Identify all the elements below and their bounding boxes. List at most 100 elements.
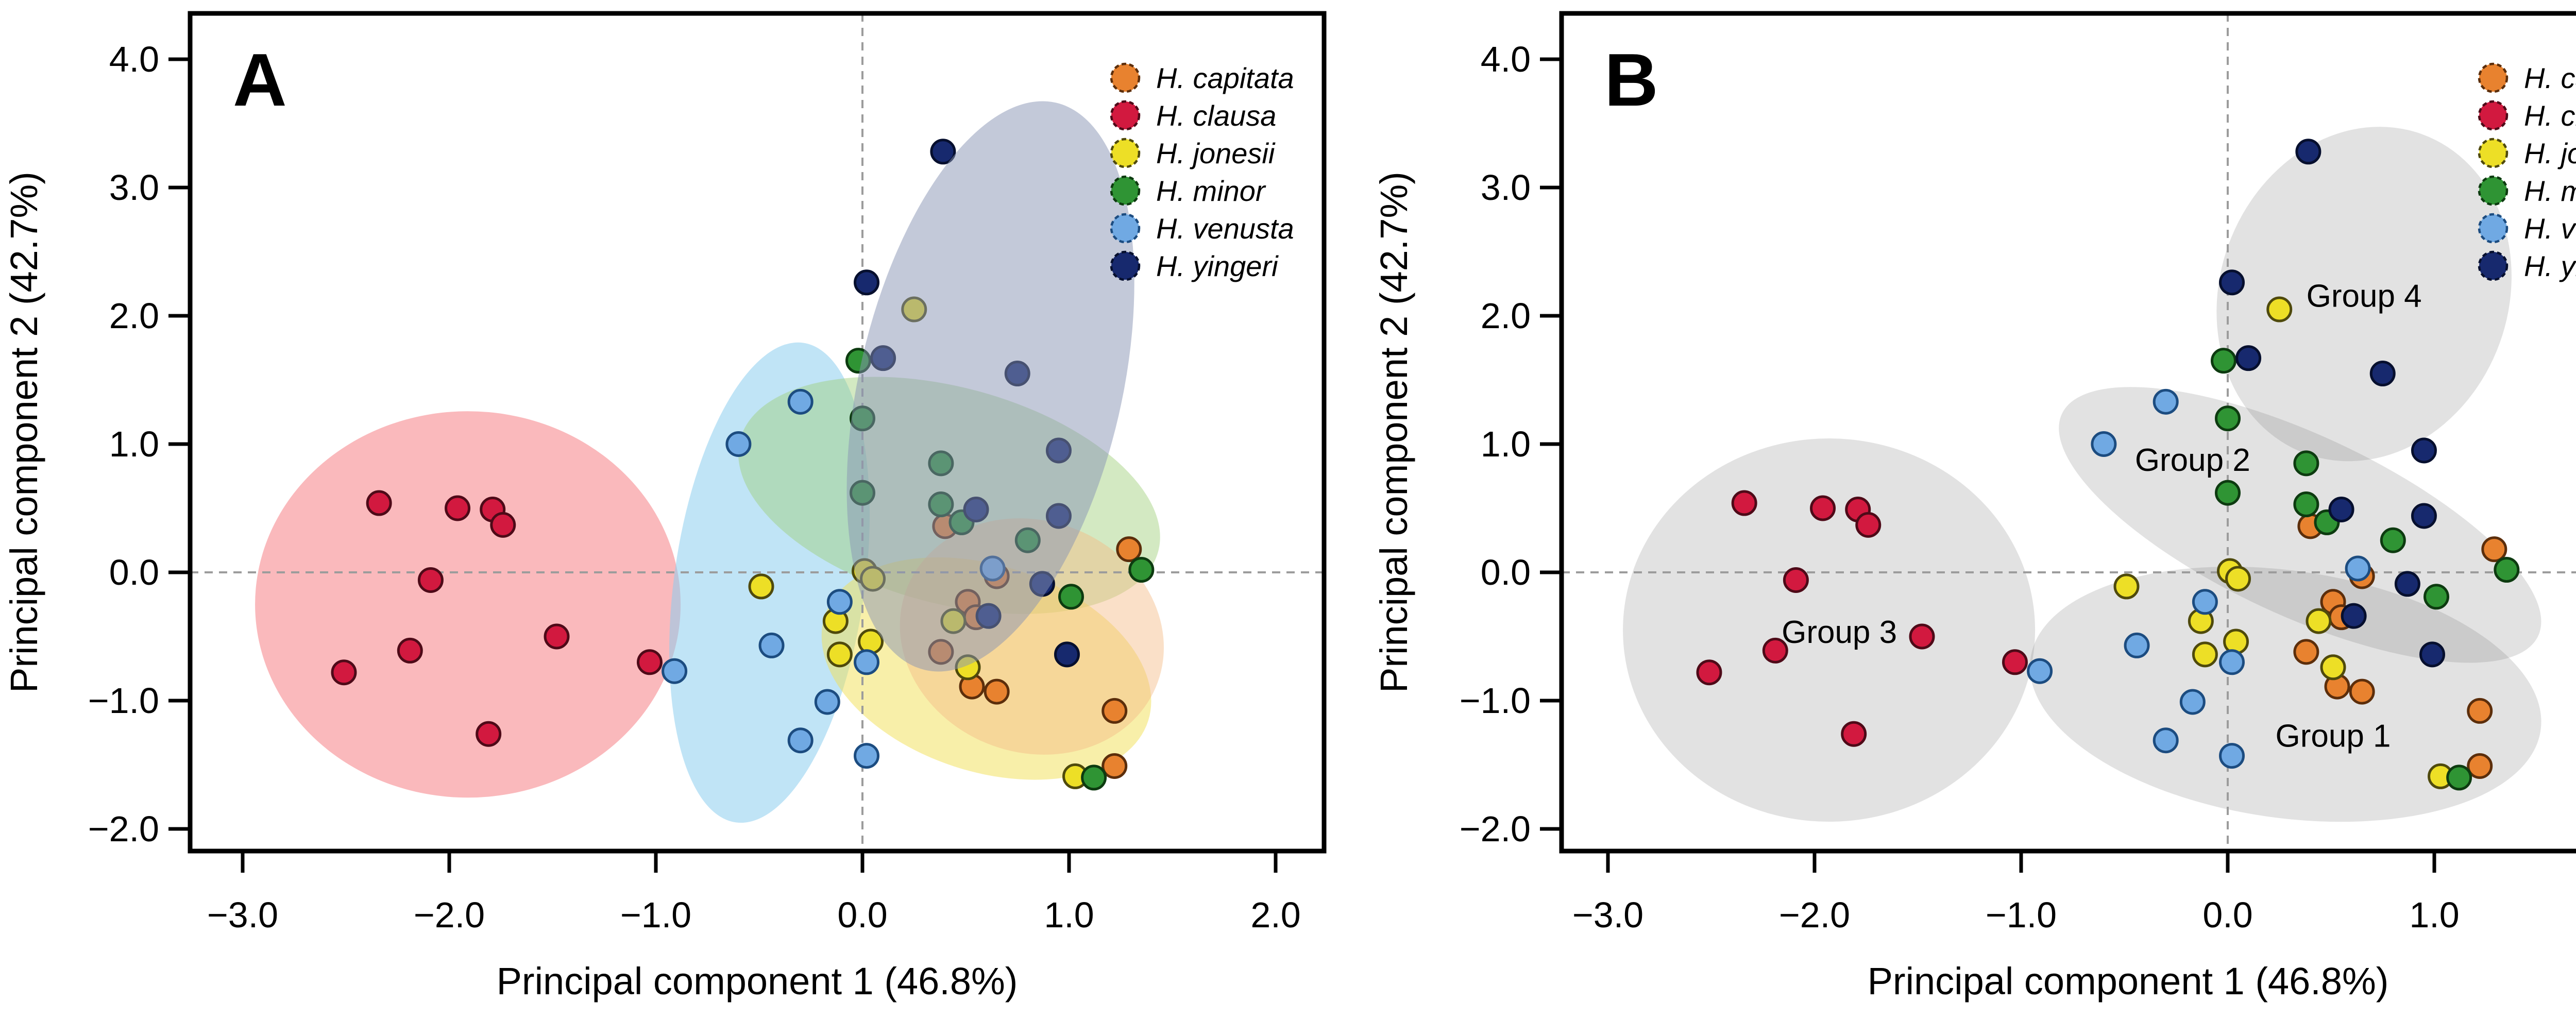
point-h-capitata xyxy=(2481,536,2507,563)
point-h-venusta xyxy=(787,727,814,754)
point-h-venusta xyxy=(2091,431,2117,457)
point-h-yingeri xyxy=(2328,496,2354,522)
x-tick-label: −1.0 xyxy=(620,895,691,935)
point-h-yingeri xyxy=(2295,139,2321,165)
point-h-yingeri xyxy=(930,139,956,165)
point-h-yingeri xyxy=(2411,437,2437,464)
legend-label: H. jonesii xyxy=(1156,137,1276,169)
y-tick-label: 3.0 xyxy=(109,167,159,208)
x-tick-label: 0.0 xyxy=(837,895,887,935)
point-h-capitata xyxy=(1116,536,1142,563)
legend-dot-h-clausa xyxy=(1110,100,1141,131)
legend-dot-h-venusta xyxy=(1110,213,1141,244)
point-h-jonesii xyxy=(2320,654,2346,681)
point-h-minor xyxy=(2215,405,2241,432)
point-h-clausa xyxy=(2002,649,2028,675)
point-h-jonesii xyxy=(2225,566,2251,592)
point-h-clausa xyxy=(1762,637,1788,664)
group-label-group-4: Group 4 xyxy=(2307,278,2422,314)
group-ellipse-group-4 xyxy=(2216,127,2512,462)
plot-box xyxy=(188,11,1327,854)
panel-letter-a: A xyxy=(233,38,287,122)
point-h-minor xyxy=(2293,450,2319,477)
legend-label: H. jonesii xyxy=(2524,137,2576,169)
legend-label: H. yingeri xyxy=(1156,250,1279,282)
legend-label: H. clausa xyxy=(1156,99,1276,132)
point-h-venusta xyxy=(854,649,880,675)
x-tick-label: −2.0 xyxy=(1779,895,1850,935)
point-h-venusta xyxy=(2345,555,2371,582)
point-h-venusta xyxy=(854,743,880,769)
legend-dot-h-minor xyxy=(1110,175,1141,206)
panel-A: −3.0 −2.0 −1.0 0.0 1.0 2.0 4.0 3.0 2.0 1.0 0.0 −1.0… xyxy=(3,11,1327,1003)
group-label-group-3: Group 3 xyxy=(1782,615,1897,650)
point-h-yingeri xyxy=(2219,269,2245,296)
legend: H. capitata H. clausa H. jonesii H. minor H.… xyxy=(2478,62,2576,282)
point-h-jonesii xyxy=(748,573,774,600)
legend-dot-h-yingeri xyxy=(2478,250,2509,281)
point-h-capitata xyxy=(1101,753,1128,779)
point-h-clausa xyxy=(490,512,516,538)
point-h-jonesii xyxy=(2306,608,2332,634)
point-h-venusta xyxy=(2153,388,2179,415)
point-h-jonesii xyxy=(2192,641,2218,668)
point-h-capitata xyxy=(2467,753,2493,779)
legend-label: H. venusta xyxy=(1156,212,1294,245)
point-h-yingeri xyxy=(2419,641,2445,668)
point-h-clausa xyxy=(1783,567,1809,593)
legend-label: H. minor xyxy=(2524,175,2576,207)
point-h-venusta xyxy=(2219,649,2245,675)
point-h-venusta xyxy=(826,589,853,615)
point-h-clausa xyxy=(1855,512,1882,538)
point-h-yingeri xyxy=(1054,641,1080,668)
species-ellipse-h-clausa xyxy=(255,411,681,798)
point-h-venusta xyxy=(787,388,814,415)
y-tick-label: −1.0 xyxy=(88,681,159,721)
point-h-clausa xyxy=(544,623,570,650)
point-h-clausa xyxy=(445,495,471,521)
point-h-venusta xyxy=(2219,743,2245,769)
legend-label: H. venusta xyxy=(2524,212,2576,245)
legend-label: H. yingeri xyxy=(2524,250,2576,282)
panel-B: Group 1 Group 2 Group 3 Group 4 −3.0 −2.0 −1.0… xyxy=(1372,11,2576,1003)
point-h-venusta xyxy=(2124,632,2150,658)
y-axis-title: Principal component 2 (42.7%) xyxy=(1372,172,1415,693)
plot-box xyxy=(1559,11,2576,854)
point-h-minor xyxy=(2215,480,2241,506)
x-tick-label: −2.0 xyxy=(414,895,485,935)
panel-letter-b: B xyxy=(1604,38,1658,122)
point-h-clausa xyxy=(1909,623,1935,650)
point-h-venusta xyxy=(2179,689,2206,715)
x-tick-label: 2.0 xyxy=(1250,895,1300,935)
point-h-clausa xyxy=(331,659,357,686)
legend: H. capitata H. clausa H. jonesii H. minor H.… xyxy=(1110,62,1294,282)
legend-dot-h-minor xyxy=(2478,175,2509,206)
y-tick-label: 4.0 xyxy=(1481,39,1531,79)
ellipse-layer xyxy=(1623,127,2541,822)
legend-dot-h-clausa xyxy=(2478,100,2509,131)
legend-label: H. capitata xyxy=(1156,62,1294,94)
point-h-capitata xyxy=(2349,678,2375,705)
point-h-clausa xyxy=(417,567,444,593)
y-tick-label: 2.0 xyxy=(109,296,159,336)
x-tick-label: 0.0 xyxy=(2202,895,2252,935)
y-tick-label: −2.0 xyxy=(88,809,159,849)
point-h-clausa xyxy=(1841,721,1867,747)
y-tick-label: 2.0 xyxy=(1481,296,1531,336)
point-h-jonesii xyxy=(2113,573,2140,600)
point-h-venusta xyxy=(725,431,752,457)
x-tick-label: 1.0 xyxy=(1044,895,1094,935)
group-ellipse-group-1 xyxy=(2030,566,2541,822)
point-h-venusta xyxy=(2153,727,2179,754)
point-h-yingeri xyxy=(2341,603,2367,629)
point-h-clausa xyxy=(366,490,392,516)
legend-label: H. capitata xyxy=(2524,62,2576,94)
y-axis-title: Principal component 2 (42.7%) xyxy=(3,172,45,693)
point-h-capitata xyxy=(2293,639,2319,665)
point-h-minor xyxy=(1128,557,1155,583)
point-h-clausa xyxy=(1696,659,1722,686)
x-axis-title: Principal component 1 (46.8%) xyxy=(1868,960,2389,1003)
y-tick-label: 4.0 xyxy=(109,39,159,79)
